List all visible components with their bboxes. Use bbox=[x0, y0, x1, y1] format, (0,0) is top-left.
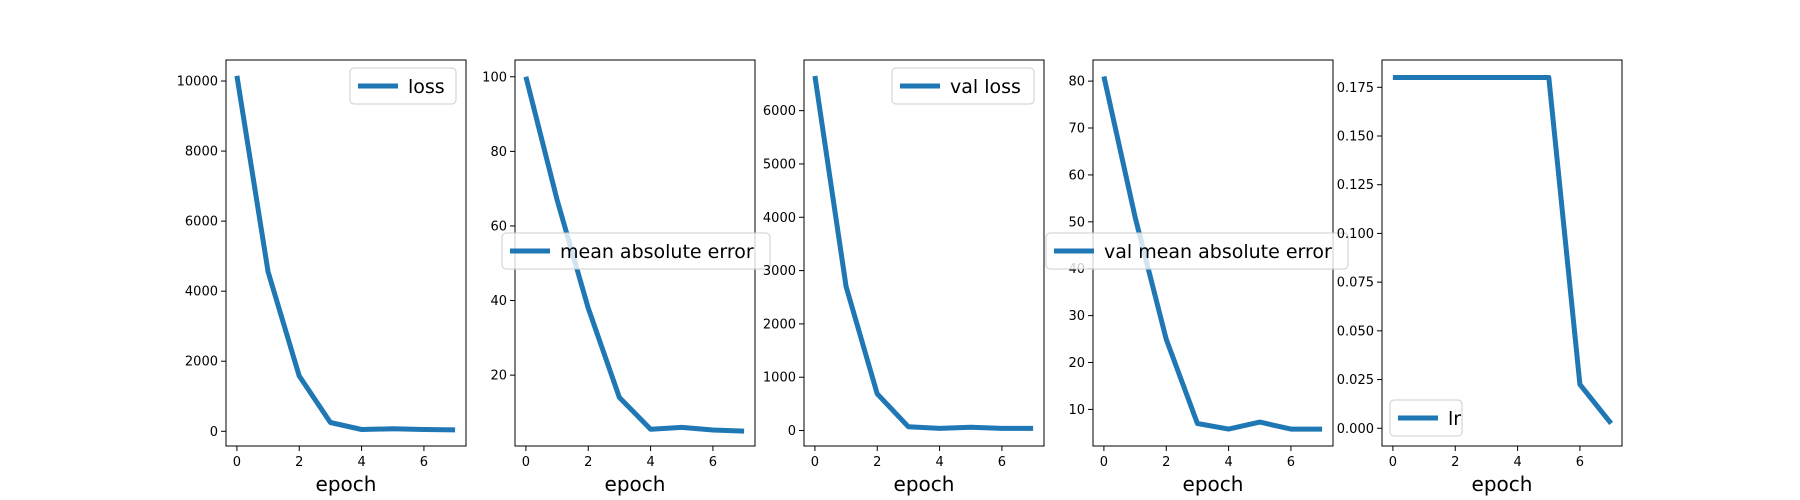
x-tick-label: 0 bbox=[1100, 455, 1108, 470]
y-tick-label: 10000 bbox=[177, 75, 218, 90]
legend-box bbox=[349, 67, 457, 105]
x-axis-label: epoch bbox=[316, 472, 377, 496]
chart-panel-5: 0 2 4 6 0.000 0.025 0.050 0.075 0.100 0.125 0.150 0… bbox=[1337, 59, 1623, 496]
y-tick-label: 0.100 bbox=[1337, 227, 1374, 242]
y-tick-label: 0.175 bbox=[1337, 81, 1374, 96]
y-tick-label: 60 bbox=[490, 219, 507, 234]
y-tick-label: 3000 bbox=[763, 264, 796, 279]
x-tick-label: 6 bbox=[1576, 455, 1584, 470]
series-line-lr bbox=[1392, 75, 1614, 425]
y-tick-label: 10 bbox=[1068, 403, 1085, 418]
x-tick-label: 0 bbox=[811, 455, 819, 470]
y-tick-label: 40 bbox=[490, 294, 507, 309]
series-line-loss bbox=[234, 75, 456, 433]
legend-box bbox=[1045, 232, 1349, 270]
legend-label: val loss bbox=[950, 76, 1021, 98]
chart-panel-2: 0 2 4 6 20 40 60 80 100 epoch mean absolute error bbox=[482, 59, 771, 496]
legend-box bbox=[891, 67, 1035, 105]
y-tick-label: 0.150 bbox=[1337, 129, 1374, 144]
y-tick-label: 0.075 bbox=[1337, 276, 1374, 291]
x-axis-label: epoch bbox=[1183, 472, 1244, 496]
legend: val loss bbox=[891, 67, 1035, 105]
x-tick-label: 6 bbox=[709, 455, 717, 470]
y-tick-label: 30 bbox=[1068, 309, 1085, 324]
y-tick-label: 2000 bbox=[185, 355, 218, 370]
series-line-mean-absolute-error bbox=[523, 76, 745, 434]
y-tick-label: 80 bbox=[1068, 75, 1085, 90]
x-tick-label: 4 bbox=[646, 455, 654, 470]
y-tick-label: 100 bbox=[482, 70, 507, 85]
y-tick-label: 4000 bbox=[763, 211, 796, 226]
y-tick-label: 6000 bbox=[763, 104, 796, 119]
x-tick-label: 0 bbox=[233, 455, 241, 470]
x-tick-label: 2 bbox=[1162, 455, 1170, 470]
legend-label: lr bbox=[1448, 408, 1461, 430]
x-tick-label: 6 bbox=[420, 455, 428, 470]
y-tick-label: 0 bbox=[788, 424, 796, 439]
y-tick-label: 8000 bbox=[185, 145, 218, 160]
x-tick-label: 0 bbox=[1389, 455, 1397, 470]
x-axis-label: epoch bbox=[894, 472, 955, 496]
plot-frame bbox=[225, 59, 467, 447]
chart-panel-3: 0 2 4 6 0 1000 2000 3000 4000 5000 6000 epoch val lo… bbox=[763, 59, 1045, 496]
x-axis-label: epoch bbox=[1472, 472, 1533, 496]
x-tick-label: 6 bbox=[998, 455, 1006, 470]
plot-frame bbox=[803, 59, 1045, 447]
x-axis-label: epoch bbox=[605, 472, 666, 496]
x-tick-label: 4 bbox=[935, 455, 943, 470]
legend-label: mean absolute error bbox=[560, 241, 754, 263]
y-tick-label: 60 bbox=[1068, 168, 1085, 183]
y-tick-label: 5000 bbox=[763, 157, 796, 172]
y-tick-label: 2000 bbox=[763, 317, 796, 332]
legend-box bbox=[501, 232, 771, 270]
x-tick-label: 2 bbox=[584, 455, 592, 470]
y-tick-label: 20 bbox=[1068, 356, 1085, 371]
x-tick-label: 0 bbox=[522, 455, 530, 470]
y-tick-label: 0 bbox=[210, 425, 218, 440]
x-tick-label: 2 bbox=[295, 455, 303, 470]
y-tick-label: 0.000 bbox=[1337, 422, 1374, 437]
y-tick-label: 6000 bbox=[185, 215, 218, 230]
series-line-val-loss bbox=[812, 75, 1034, 431]
y-tick-label: 0.050 bbox=[1337, 324, 1374, 339]
y-tick-label: 1000 bbox=[763, 371, 796, 386]
x-tick-label: 4 bbox=[1513, 455, 1521, 470]
legend: loss bbox=[349, 67, 457, 105]
legend: lr bbox=[1389, 399, 1463, 437]
y-tick-label: 80 bbox=[490, 145, 507, 160]
y-tick-label: 0.025 bbox=[1337, 373, 1374, 388]
x-tick-label: 6 bbox=[1287, 455, 1295, 470]
legend: mean absolute error bbox=[501, 232, 771, 270]
y-tick-label: 50 bbox=[1068, 215, 1085, 230]
x-tick-label: 4 bbox=[357, 455, 365, 470]
y-tick-label: 20 bbox=[490, 369, 507, 384]
y-tick-label: 70 bbox=[1068, 122, 1085, 137]
x-tick-label: 4 bbox=[1224, 455, 1232, 470]
chart-panel-1: 0 2 4 6 0 2000 4000 6000 8000 10000 epoch loss bbox=[177, 59, 467, 496]
y-tick-label: 0.125 bbox=[1337, 178, 1374, 193]
legend: val mean absolute error bbox=[1045, 232, 1349, 270]
legend-label: loss bbox=[408, 76, 445, 98]
x-tick-label: 2 bbox=[873, 455, 881, 470]
legend-label: val mean absolute error bbox=[1104, 241, 1332, 263]
y-tick-label: 4000 bbox=[185, 285, 218, 300]
x-tick-label: 2 bbox=[1451, 455, 1459, 470]
